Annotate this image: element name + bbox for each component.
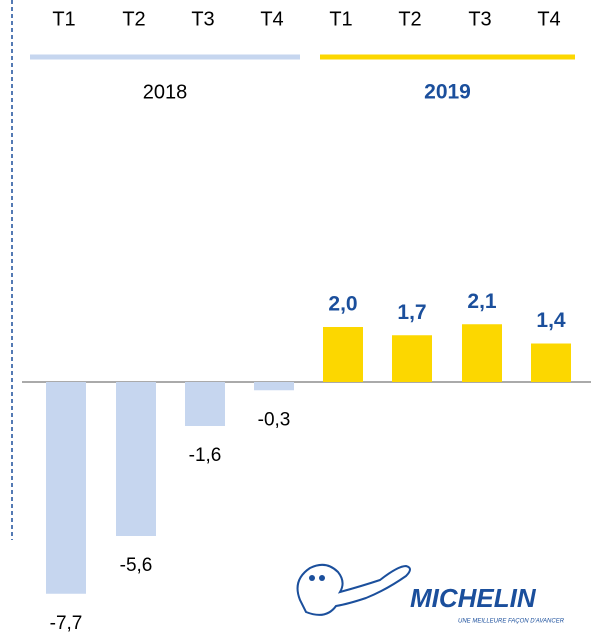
logo-eye (319, 575, 325, 581)
logo-figure (296, 563, 411, 616)
x-tick-label: T4 (260, 8, 283, 30)
x-tick-label: T2 (398, 8, 421, 30)
logo-tagline: UNE MEILLEURE FAÇON D'AVANCER (458, 619, 565, 625)
x-tick-label: T1 (329, 8, 352, 30)
value-label: -5,6 (120, 555, 153, 576)
x-tick-label: T2 (122, 8, 145, 30)
bar (323, 327, 363, 382)
bar (185, 382, 225, 426)
logo-brand: MICHELIN (410, 583, 537, 613)
x-tick-label: T3 (191, 8, 214, 30)
value-label: -7,7 (50, 613, 83, 634)
x-tick-label: T1 (52, 8, 75, 30)
bar (46, 382, 86, 594)
bar (462, 324, 502, 382)
value-label: 1,7 (397, 301, 426, 324)
bar (392, 335, 432, 382)
logo-eye (309, 575, 315, 581)
bar (531, 343, 571, 382)
x-tick-label: T4 (537, 8, 560, 30)
bar (116, 382, 156, 536)
x-tick-label: T3 (468, 8, 491, 30)
logo: MICHELIN UNE MEILLEURE FAÇON D'AVANCER (296, 563, 565, 625)
bar (254, 382, 294, 391)
group-label: 2018 (143, 81, 188, 103)
value-label: 2,1 (467, 290, 497, 313)
value-label: -0,3 (258, 409, 291, 430)
value-label: 1,4 (536, 309, 566, 332)
value-label: -1,6 (189, 445, 222, 466)
value-label: 2,0 (328, 293, 357, 316)
group-label: 2019 (424, 81, 471, 104)
